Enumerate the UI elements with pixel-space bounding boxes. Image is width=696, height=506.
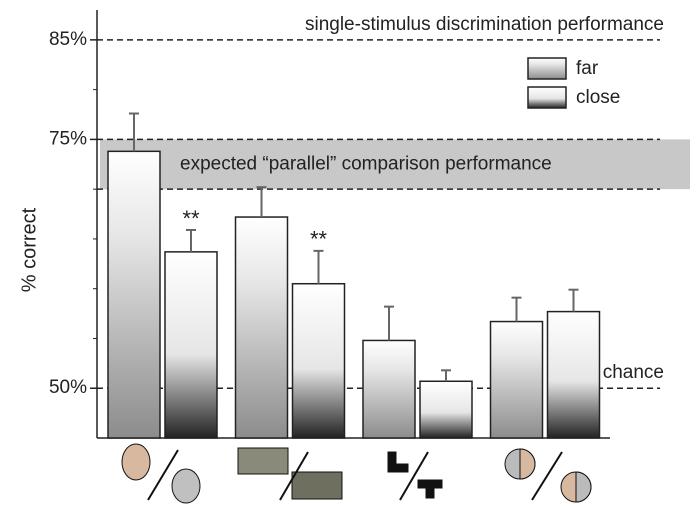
shape-icon bbox=[388, 452, 408, 472]
legend-label: far bbox=[576, 58, 599, 79]
y-tick-label: 75% bbox=[49, 128, 87, 149]
y-tick-label: 50% bbox=[49, 377, 87, 398]
reference-label: chance bbox=[603, 362, 664, 383]
slash bbox=[400, 452, 428, 500]
disc-half bbox=[520, 449, 535, 479]
bar bbox=[363, 340, 415, 438]
bar bbox=[165, 252, 217, 438]
disc-half bbox=[576, 472, 591, 502]
slash bbox=[532, 452, 562, 500]
significance-label: ** bbox=[182, 206, 200, 231]
bar bbox=[108, 151, 160, 438]
shape-icon bbox=[418, 480, 442, 498]
y-tick-label: 85% bbox=[49, 29, 87, 50]
reference-label: single-stimulus discrimination performan… bbox=[305, 14, 664, 35]
animal-icon bbox=[292, 472, 342, 499]
animal-icon bbox=[238, 448, 288, 474]
bar bbox=[293, 284, 345, 438]
band-label: expected “parallel” comparison performan… bbox=[180, 153, 552, 174]
legend-label: close bbox=[576, 87, 620, 108]
face-icon bbox=[122, 444, 150, 480]
legend-swatch bbox=[528, 58, 566, 79]
bar bbox=[420, 381, 472, 438]
bar bbox=[548, 312, 600, 438]
face-icon bbox=[172, 469, 200, 503]
bar bbox=[236, 217, 288, 438]
bar bbox=[491, 322, 543, 438]
band-layer: expected “parallel” comparison performan… bbox=[97, 139, 690, 189]
significance-label: ** bbox=[310, 227, 328, 252]
category-icons bbox=[122, 444, 591, 503]
y-axis-label: % correct bbox=[18, 207, 40, 292]
page: expected “parallel” comparison performan… bbox=[0, 0, 696, 506]
legend-swatch bbox=[528, 87, 566, 108]
chart: expected “parallel” comparison performan… bbox=[0, 0, 696, 506]
